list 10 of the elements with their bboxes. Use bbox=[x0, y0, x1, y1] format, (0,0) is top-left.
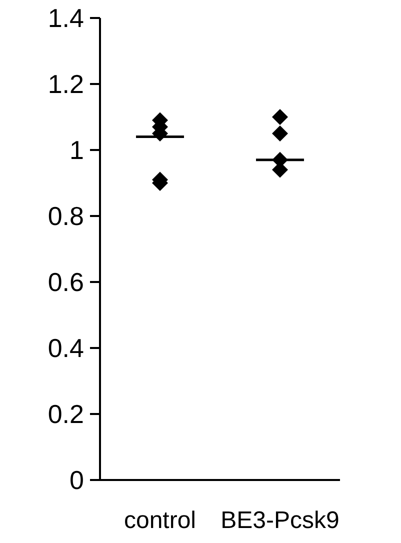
y-tick-label: 0.2 bbox=[48, 399, 84, 430]
y-tick-label: 0.4 bbox=[48, 333, 84, 364]
y-tick-label: 0.8 bbox=[48, 201, 84, 232]
x-tick-label: control bbox=[124, 507, 196, 534]
y-tick-label: 0.6 bbox=[48, 267, 84, 298]
y-tick-label: 1.2 bbox=[48, 69, 84, 100]
y-tick-label: 1.4 bbox=[48, 3, 84, 34]
x-tick-label: BE3-Pcsk9 bbox=[220, 507, 340, 534]
y-tick-label: 1 bbox=[70, 135, 84, 166]
y-tick-label: 0 bbox=[70, 465, 84, 496]
